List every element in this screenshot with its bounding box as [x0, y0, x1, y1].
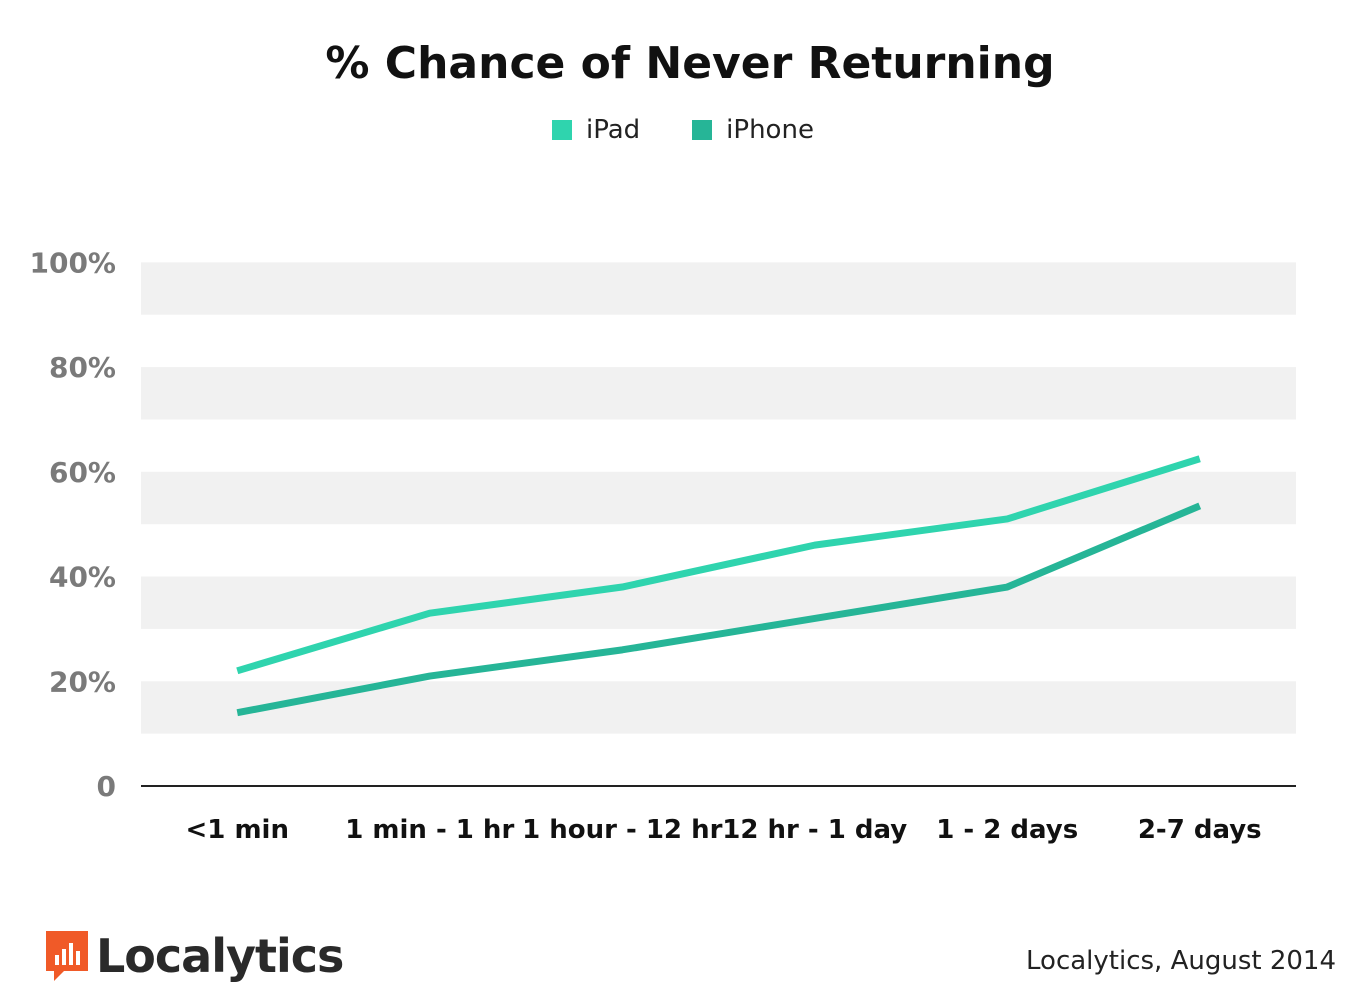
- x-tick-label: 1 min - 1 hr: [345, 815, 514, 845]
- legend: iPad iPhone: [552, 112, 866, 148]
- legend-swatch-iphone: [692, 120, 713, 140]
- x-tick-label: 1 hour - 12 hr: [522, 815, 722, 845]
- logo-wordmark: Localytics: [96, 929, 344, 983]
- x-tick-label: 1 - 2 days: [936, 815, 1078, 845]
- line-chart: 0 20% 40% 60% 80% 100% <1 min 1 min - 1 hr 1 ho…: [29, 246, 1296, 845]
- y-tick-label: 80%: [49, 351, 116, 384]
- series-lines: [236, 455, 1202, 717]
- chart-title: % Chance of Never Returning: [325, 38, 1055, 89]
- grid-band: [141, 576, 1296, 629]
- series-line-iphone: [236, 502, 1202, 717]
- legend-label-iphone: iPhone: [726, 115, 814, 145]
- y-tick-label: 40%: [49, 561, 116, 594]
- y-tick-label: 0: [97, 770, 116, 803]
- localytics-logo: Localytics: [46, 926, 344, 986]
- grid-band: [141, 367, 1296, 420]
- grid-band: [141, 471, 1296, 525]
- source-note: Localytics, August 2014: [1026, 946, 1336, 976]
- y-tick-label: 100%: [29, 246, 116, 279]
- grid-band: [141, 681, 1296, 734]
- x-tick-label: 2-7 days: [1138, 815, 1262, 845]
- grid-bands: [141, 262, 1296, 734]
- x-tick-label: 12 hr - 1 day: [722, 815, 907, 845]
- logo-mark-icon: [46, 931, 88, 981]
- y-tick-label: 20%: [49, 665, 116, 698]
- legend-item-ipad: iPad: [552, 115, 640, 145]
- y-tick-labels: 0 20% 40% 60% 80% 100%: [29, 246, 116, 803]
- y-tick-label: 60%: [49, 456, 116, 489]
- grid-band: [141, 262, 1296, 315]
- series-line-ipad: [236, 455, 1201, 675]
- legend-swatch-ipad: [552, 120, 572, 140]
- legend-label-ipad: iPad: [586, 115, 641, 145]
- x-tick-label: <1 min: [186, 815, 289, 845]
- x-tick-labels: <1 min 1 min - 1 hr 1 hour - 12 hr 12 hr - …: [186, 815, 1262, 845]
- legend-item-iphone: iPhone: [692, 115, 814, 145]
